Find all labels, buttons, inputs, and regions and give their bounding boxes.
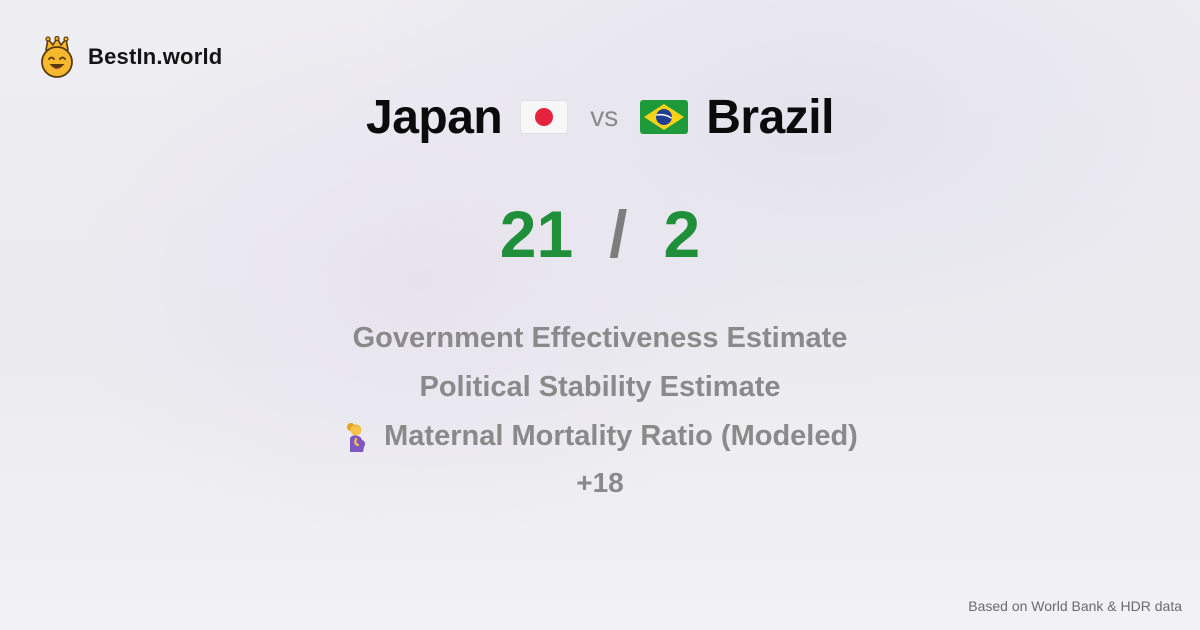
left-country-name: Japan — [366, 90, 503, 144]
score-separator: / — [609, 197, 628, 271]
brand-logo[interactable]: BestIn.world — [38, 36, 222, 78]
left-score: 21 — [499, 197, 574, 271]
pregnant-woman-icon — [347, 422, 366, 452]
brazil-flag-icon — [640, 100, 689, 134]
metric-label: Government Effectiveness Estimate — [352, 322, 848, 354]
metric-item: Government Effectiveness Estimate — [353, 314, 848, 363]
metric-label: Political Stability Estimate — [419, 371, 781, 403]
metric-label: Maternal Mortality Ratio (Modeled) — [384, 420, 858, 452]
japan-flag-icon — [520, 100, 569, 134]
metric-item: Maternal Mortality Ratio (Modeled) — [342, 412, 858, 461]
comparison-title: Japan vs Brazil — [0, 86, 1200, 148]
vs-label: vs — [590, 101, 619, 132]
right-score: 2 — [663, 197, 701, 271]
score-summary: 21 / 2 — [0, 196, 1200, 272]
metric-item: Political Stability Estimate — [420, 363, 781, 412]
brand-name: BestIn.world — [88, 44, 223, 69]
data-source-note: Based on World Bank & HDR data — [968, 598, 1182, 614]
crown-smiley-icon — [41, 36, 73, 78]
metric-list: Government Effectiveness Estimate Politi… — [0, 314, 1200, 505]
right-country-name: Brazil — [706, 90, 834, 144]
more-metrics-count[interactable]: +18 — [576, 467, 624, 498]
